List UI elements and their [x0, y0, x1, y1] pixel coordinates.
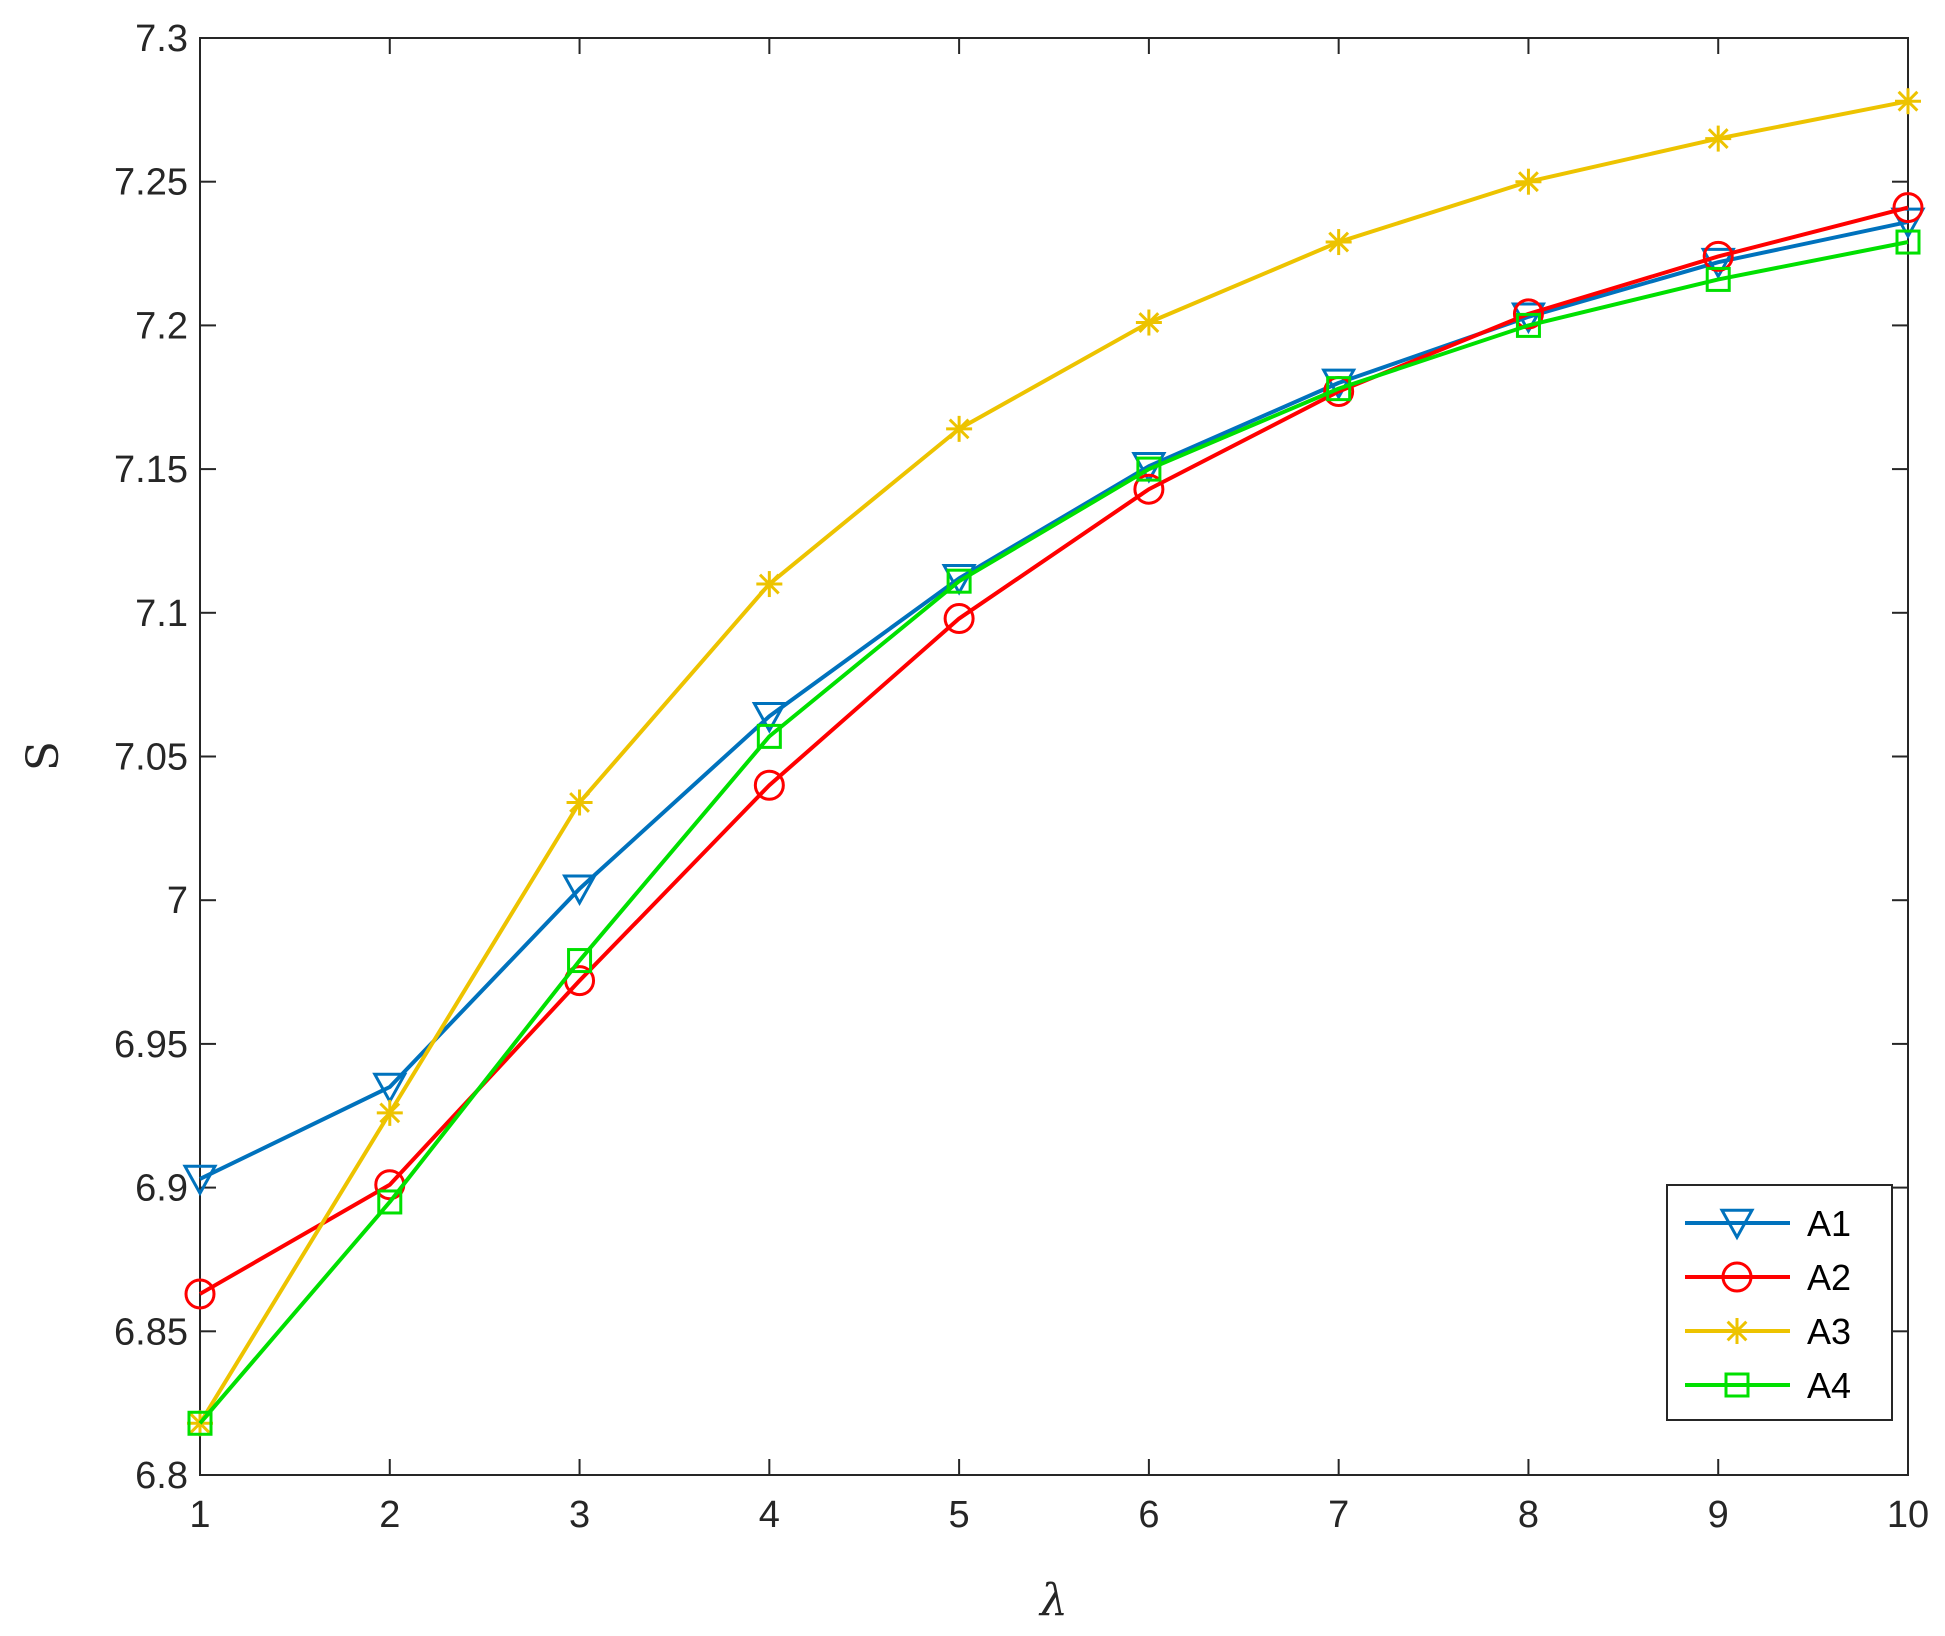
legend-label-a2: A2 [1807, 1257, 1851, 1298]
y-tick-label: 6.9 [135, 1168, 188, 1210]
y-tick-label: 7.15 [114, 449, 188, 491]
data-point-a4 [756, 723, 782, 749]
data-point-a3 [756, 571, 783, 598]
y-axis-label: S [18, 741, 69, 771]
x-tick-label: 3 [569, 1494, 590, 1536]
data-point-a1 [751, 702, 787, 734]
data-point-a2 [1512, 298, 1544, 330]
legend-item-a3: A3 [1685, 1311, 1851, 1352]
data-point-a4 [377, 1189, 403, 1215]
data-point-a1 [372, 1072, 408, 1105]
data-point-a2 [184, 1278, 216, 1310]
x-tick-label: 8 [1518, 1494, 1539, 1536]
data-point-a4 [187, 1410, 213, 1436]
y-tick-label: 7.1 [135, 593, 188, 635]
data-point-a3 [1895, 88, 1921, 115]
data-point-a4 [1705, 266, 1731, 292]
data-point-a1 [182, 1164, 218, 1197]
x-tick-label: 9 [1708, 1494, 1729, 1536]
data-point-a3-stroke [1518, 171, 1539, 193]
data-point-a3-stroke [1328, 231, 1350, 253]
x-axis-label: λ [1038, 1575, 1068, 1626]
y-tick-label: 7 [167, 880, 188, 922]
data-point-a3 [1325, 229, 1352, 256]
x-tick-label: 2 [379, 1494, 400, 1536]
data-point-a3 [566, 789, 593, 816]
data-point-a4 [567, 948, 593, 974]
y-tick-label: 7.25 [114, 162, 188, 204]
y-tick-label: 6.85 [114, 1311, 188, 1353]
data-point-a3 [376, 1099, 403, 1126]
data-point-a3-stroke [379, 1102, 401, 1124]
data-point-a1 [1321, 368, 1357, 401]
data-point-a3-stroke [948, 418, 970, 440]
legend-marker-a3-stroke [1726, 1320, 1748, 1342]
axis-ticks: 1 2 3 4 5 6 7 8 9 10 6.8 6.85 6.9 6.95 7 7.05 7.1 7.15 7.2… [114, 18, 1929, 1536]
data-point-a2 [1892, 192, 1924, 224]
legend-marker-a2 [1721, 1261, 1753, 1293]
data-point-a3-stroke [569, 792, 590, 813]
y-tick-label: 6.95 [114, 1024, 188, 1066]
data-point-a2 [753, 769, 785, 801]
data-point-a3-stroke [758, 573, 780, 595]
y-tick-label: 6.8 [135, 1455, 188, 1497]
data-point-a1 [562, 874, 598, 907]
data-point-a4 [1326, 376, 1352, 402]
x-tick-label: 5 [949, 1494, 970, 1536]
data-point-a2 [943, 603, 975, 635]
data-point-a3 [1515, 168, 1542, 195]
x-tick-label: 1 [189, 1494, 210, 1536]
data-point-a3 [1705, 125, 1732, 152]
series-a4 [187, 229, 1921, 1436]
y-tick-label: 7.3 [135, 18, 188, 60]
data-point-a4 [1136, 456, 1162, 482]
data-point-a4 [1895, 229, 1921, 255]
legend-item-a2: A2 [1685, 1257, 1851, 1298]
legend-label-a4: A4 [1807, 1365, 1851, 1406]
y-tick-label: 7.2 [135, 305, 188, 347]
series-line-a4 [198, 240, 1909, 1425]
data-point-a2 [1133, 473, 1165, 505]
legend-marker-a1 [1719, 1208, 1755, 1241]
y-tick-label: 7.05 [114, 737, 188, 779]
data-point-a3-stroke [1897, 90, 1919, 112]
data-point-a3 [946, 415, 973, 442]
x-tick-label: 6 [1138, 1494, 1159, 1536]
series-layer [182, 88, 1926, 1437]
data-point-a3-stroke [1707, 128, 1729, 150]
legend-item-a4: A4 [1685, 1365, 1851, 1406]
legend-marker-a4 [1724, 1372, 1750, 1398]
x-tick-label: 7 [1328, 1494, 1349, 1536]
legend-label-a1: A1 [1807, 1203, 1851, 1244]
legend-item-a1: A1 [1685, 1203, 1851, 1244]
data-point-a3-stroke [1138, 312, 1160, 333]
x-tick-label: 10 [1887, 1494, 1929, 1536]
x-tick-label: 4 [759, 1494, 780, 1536]
data-point-a4 [1515, 312, 1541, 338]
legend-label-a3: A3 [1807, 1311, 1851, 1352]
legend-marker-a3 [1724, 1318, 1750, 1344]
data-point-a2 [1702, 240, 1734, 272]
legend: A1 A2 A3 A4 [1666, 1184, 1893, 1421]
series-line-a3 [198, 99, 1909, 1425]
data-point-a1 [1700, 247, 1736, 280]
series-line-a1 [199, 219, 1909, 1181]
plot-area [199, 37, 1909, 1476]
data-point-a4 [946, 568, 972, 594]
data-point-a3 [1135, 309, 1162, 336]
